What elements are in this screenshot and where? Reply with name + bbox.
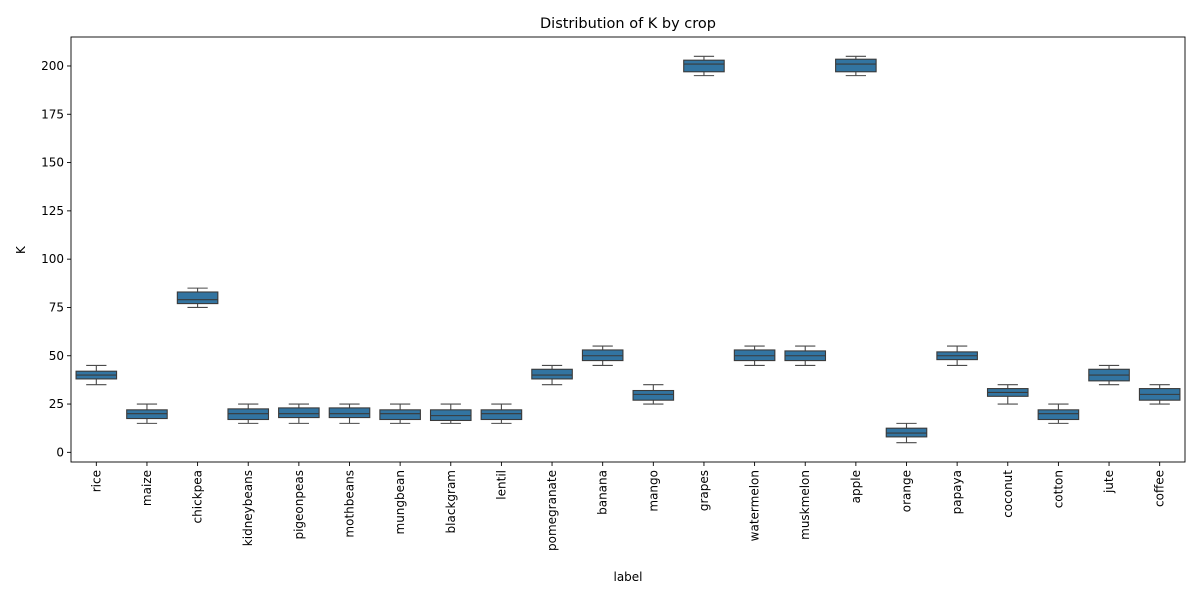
y-tick-label: 75 bbox=[49, 300, 64, 314]
box-body bbox=[683, 59, 725, 73]
box-mungbean bbox=[379, 403, 421, 424]
y-tick-label: 50 bbox=[49, 349, 64, 363]
chart-title: Distribution of K by crop bbox=[540, 16, 716, 32]
x-tick-label: orange bbox=[900, 470, 914, 512]
box-body bbox=[328, 407, 371, 419]
axes-frame bbox=[70, 36, 1186, 463]
box-blackgram bbox=[429, 403, 472, 424]
x-tick-label: watermelon bbox=[748, 470, 762, 541]
box-watermelon bbox=[733, 345, 776, 366]
x-tick-label: mungbean bbox=[393, 470, 407, 534]
box-coffee bbox=[1138, 384, 1181, 405]
box-mango bbox=[632, 384, 675, 405]
x-tick-label: pigeonpeas bbox=[292, 470, 306, 540]
box-body bbox=[531, 368, 573, 380]
box-body bbox=[480, 409, 523, 421]
x-tick-label: banana bbox=[596, 470, 610, 515]
x-tick-label: chickpea bbox=[191, 470, 205, 523]
box-jute bbox=[1088, 364, 1130, 386]
x-axis-label: label bbox=[613, 570, 642, 584]
x-tick-label: apple bbox=[849, 470, 863, 503]
x-tick-label: kidneybeans bbox=[241, 470, 255, 546]
x-tick-label: cotton bbox=[1051, 470, 1065, 508]
box-muskmelon bbox=[784, 345, 827, 366]
x-tick-label: coffee bbox=[1153, 470, 1167, 507]
box-body bbox=[278, 407, 320, 419]
y-tick-label: 25 bbox=[49, 397, 64, 411]
y-axis: 0 25 50 75 100 125 150 175 200 bbox=[41, 59, 71, 459]
box-body bbox=[379, 409, 421, 421]
x-tick-label: blackgram bbox=[444, 470, 458, 533]
y-tick-label: 150 bbox=[41, 156, 64, 170]
x-tick-label: rice bbox=[89, 470, 103, 492]
x-tick-label: lentil bbox=[494, 470, 508, 500]
box-pigeonpeas bbox=[278, 403, 320, 424]
x-tick-label: grapes bbox=[697, 470, 711, 511]
x-tick-label: jute bbox=[1102, 470, 1116, 494]
box-body bbox=[835, 58, 877, 73]
y-tick-label: 0 bbox=[56, 445, 64, 459]
x-tick-label: mothbeans bbox=[343, 470, 357, 538]
box-coconut bbox=[986, 384, 1029, 405]
box-mothbeans bbox=[328, 403, 371, 424]
x-tick-label: papaya bbox=[950, 470, 964, 514]
y-axis-label: K bbox=[14, 245, 28, 254]
box-cotton bbox=[1037, 403, 1080, 424]
box-banana bbox=[581, 345, 624, 366]
y-tick-label: 200 bbox=[41, 59, 64, 73]
box-maize bbox=[126, 403, 168, 424]
x-tick-label: coconut bbox=[1001, 470, 1015, 518]
x-axis: rice maize chickpea kidneybeans pigeonpeas mo… bbox=[89, 462, 1167, 551]
x-tick-label: pomegranate bbox=[545, 470, 559, 551]
y-tick-label: 100 bbox=[41, 252, 64, 266]
x-tick-label: maize bbox=[140, 470, 154, 506]
box-body bbox=[1037, 409, 1080, 421]
box-apple bbox=[835, 55, 877, 77]
plot-area bbox=[75, 55, 1181, 444]
box-lentil bbox=[480, 403, 523, 424]
box-rice bbox=[75, 364, 118, 386]
y-tick-label: 175 bbox=[41, 107, 64, 121]
box-pomegranate bbox=[531, 364, 573, 386]
x-tick-label: muskmelon bbox=[798, 470, 812, 540]
box-body bbox=[632, 389, 675, 401]
box-orange bbox=[885, 422, 928, 444]
box-grapes bbox=[683, 55, 725, 77]
x-tick-label: mango bbox=[646, 470, 660, 512]
y-tick-label: 125 bbox=[41, 204, 64, 218]
box-papaya bbox=[936, 345, 978, 366]
box-kidneybeans bbox=[227, 403, 270, 424]
box-body bbox=[176, 291, 219, 305]
box-chickpea bbox=[176, 287, 219, 309]
